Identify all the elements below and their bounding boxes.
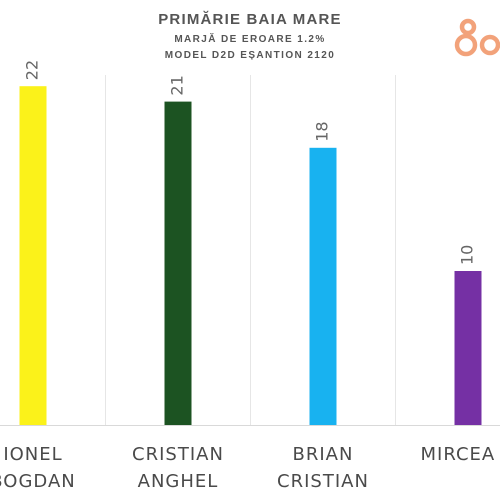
category-label: IONEL bbox=[3, 444, 62, 465]
value-label: 18 bbox=[313, 121, 332, 141]
value-labels: 22 21 18 10 bbox=[23, 60, 477, 265]
bar bbox=[454, 271, 482, 425]
category-label: ANGHEL bbox=[138, 471, 219, 492]
category-label: CRISTIAN bbox=[132, 444, 224, 465]
value-label: 10 bbox=[458, 245, 477, 265]
chart-title: PRIMĂRIE BAIA MARE bbox=[158, 11, 342, 28]
category-label: BOGDAN bbox=[0, 471, 76, 492]
bars bbox=[19, 86, 482, 426]
bar bbox=[309, 147, 337, 426]
category-labels: IONEL BOGDAN CRISTIAN ANGHEL BRIAN CRISTIAN MI… bbox=[0, 444, 500, 492]
chart-subtitle-2: MODEL D2D EȘANTION 2120 bbox=[165, 50, 335, 61]
category-label: BRIAN bbox=[293, 444, 354, 465]
category-label: CRISTIAN bbox=[277, 471, 369, 492]
vertical-gridlines bbox=[0, 75, 500, 426]
bar bbox=[19, 86, 47, 425]
value-label: 21 bbox=[168, 75, 187, 95]
category-label: MIRCEA C bbox=[421, 444, 500, 465]
circles-logo-icon bbox=[454, 18, 500, 57]
bar bbox=[164, 101, 192, 425]
value-label: 22 bbox=[23, 60, 42, 80]
chart-subtitle: MARJĂ DE EROARE 1.2% bbox=[174, 32, 325, 45]
